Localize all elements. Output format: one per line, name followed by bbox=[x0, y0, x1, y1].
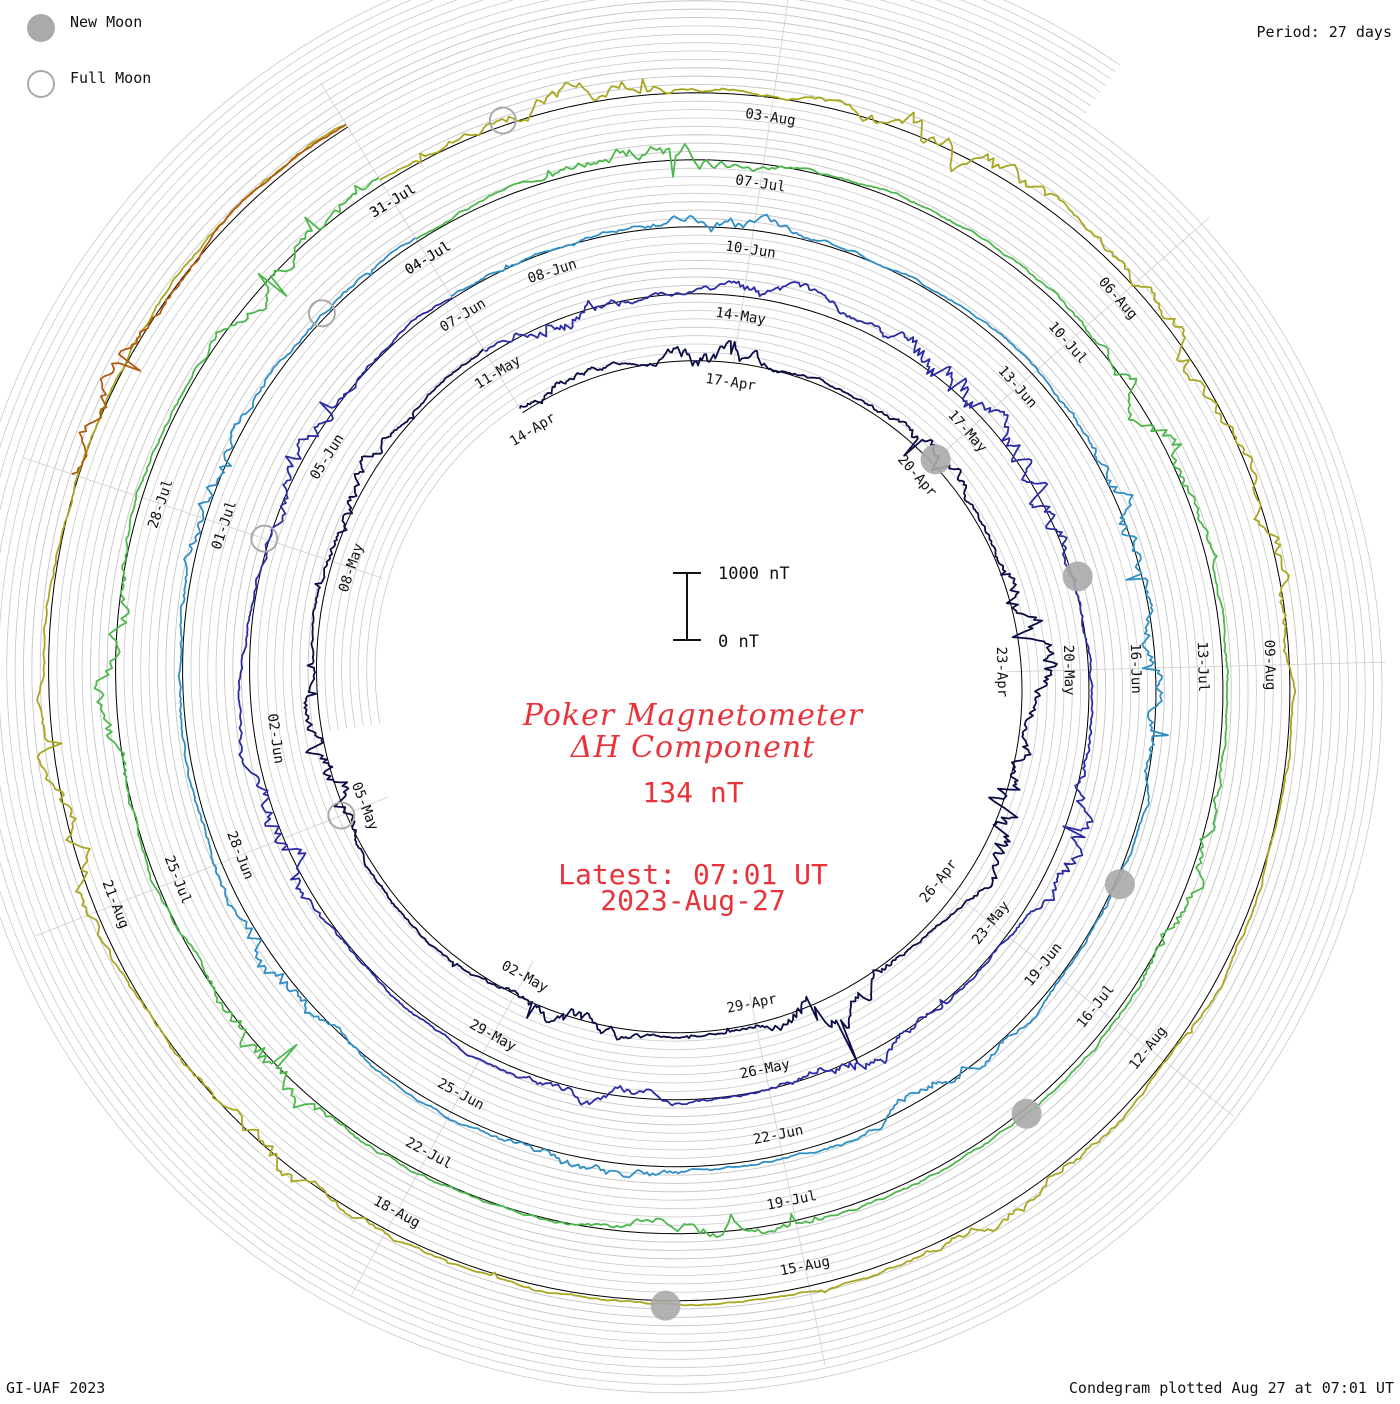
series-trace-cycle-4 bbox=[93, 143, 1230, 1238]
grid-spiral bbox=[0, 0, 1341, 1352]
baseline-spiral bbox=[48, 92, 1291, 1302]
new-moon-marker bbox=[650, 1290, 681, 1321]
date-label: 28-Jul bbox=[145, 477, 176, 530]
series-trace-cycle-3 bbox=[177, 213, 1169, 1179]
period-label: Period: 27 days bbox=[1256, 23, 1392, 41]
date-label: 15-Aug bbox=[779, 1254, 832, 1280]
radial-spoke bbox=[351, 960, 534, 1296]
date-label: 26-May bbox=[739, 1057, 792, 1083]
scale-bar: 1000 nT 0 nT bbox=[673, 564, 790, 652]
moon-markers bbox=[250, 106, 1135, 1321]
chart-subtitle: ΔH Component bbox=[570, 730, 816, 765]
new-moon-marker bbox=[1011, 1098, 1042, 1129]
latest-date: 2023-Aug-27 bbox=[600, 884, 786, 917]
legend-new-moon-label: New Moon bbox=[70, 13, 143, 31]
series-trace-cycle-6 bbox=[71, 123, 347, 475]
series-trace-cycle-2 bbox=[237, 280, 1094, 1107]
date-label: 29-Apr bbox=[725, 991, 778, 1017]
date-label: 17-Apr bbox=[704, 371, 756, 394]
date-label: 23-Apr bbox=[993, 646, 1010, 697]
current-value: 134 nT bbox=[642, 776, 744, 809]
series-trace-cycle-5 bbox=[36, 78, 1296, 1307]
footer-credit: GI-UAF 2023 bbox=[6, 1379, 106, 1397]
radial-spoke bbox=[320, 82, 520, 408]
scale-bar-bottom-label: 0 nT bbox=[718, 632, 759, 652]
legend-full-moon-label: Full Moon bbox=[70, 69, 152, 87]
grid-spiral bbox=[14, 0, 1324, 1335]
radial-spoke bbox=[749, 993, 826, 1367]
date-label: 08-Jun bbox=[526, 256, 579, 287]
grid-spiral bbox=[0, 0, 1358, 1369]
date-label: 14-Apr bbox=[507, 410, 558, 450]
full-moon-marker bbox=[307, 299, 336, 328]
full-moon-marker bbox=[488, 106, 517, 135]
series-trace-cycle-1 bbox=[303, 340, 1058, 1063]
date-label: 13-Jul bbox=[1194, 641, 1211, 692]
new-moon-marker bbox=[1062, 561, 1093, 592]
grid-spiral bbox=[31, 8, 1308, 1318]
radial-spoke bbox=[936, 878, 1234, 1117]
new-moon-marker bbox=[1104, 869, 1135, 900]
chart-title: Poker Magnetometer bbox=[522, 698, 864, 733]
scale-bar-top-label: 1000 nT bbox=[718, 564, 790, 584]
date-label: 07-Jul bbox=[734, 172, 786, 195]
grid-spiral bbox=[0, 0, 1375, 1385]
date-label: 19-Jul bbox=[765, 1188, 818, 1214]
grid-spiral bbox=[0, 0, 1349, 1360]
radial-spoke bbox=[733, 0, 789, 364]
grid-spiral bbox=[6, 0, 1333, 1343]
date-label: 02-Jun bbox=[264, 713, 287, 765]
legend-full-moon-icon bbox=[27, 70, 55, 98]
date-label: 12-Aug bbox=[1126, 1023, 1170, 1073]
date-label: 16-Jun bbox=[1127, 643, 1144, 694]
baseline-spiral-path bbox=[48, 92, 1291, 1302]
radial-spoke bbox=[22, 457, 383, 579]
date-label: 05-Jun bbox=[307, 431, 347, 482]
date-label: 10-Jun bbox=[724, 238, 776, 261]
new-moon-marker bbox=[920, 444, 951, 475]
date-label: 22-Jun bbox=[752, 1122, 805, 1148]
legend-new-moon-icon bbox=[27, 14, 55, 42]
grid-spiral bbox=[0, 0, 1366, 1377]
radial-spoke bbox=[1005, 661, 1386, 673]
date-label: 01-Jul bbox=[209, 499, 240, 552]
date-label: 14-May bbox=[714, 305, 766, 328]
radial-spoke bbox=[925, 216, 1211, 469]
full-moon-marker bbox=[327, 801, 356, 830]
date-label: 08-May bbox=[336, 541, 367, 594]
date-label: 09-Aug bbox=[1261, 640, 1278, 691]
footer-plot-time: Condegram plotted Aug 27 at 07:01 UT bbox=[1068, 1379, 1394, 1397]
date-label: 03-Aug bbox=[744, 106, 796, 129]
latest-time: Latest: 07:01 UT bbox=[558, 858, 828, 891]
series-traces bbox=[36, 78, 1296, 1307]
full-moon-marker bbox=[250, 524, 279, 553]
date-label: 20-May bbox=[1060, 645, 1077, 696]
